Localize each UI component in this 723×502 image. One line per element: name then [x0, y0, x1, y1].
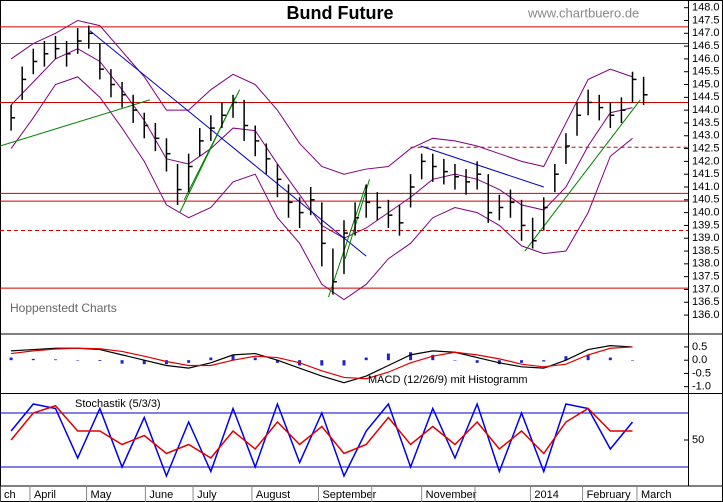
- y-tick-label: 145.5: [692, 66, 720, 78]
- macd-panel: [9, 345, 635, 384]
- trend-line: [420, 145, 544, 188]
- histogram-bar: [31, 358, 35, 361]
- x-tick-label: July: [197, 489, 217, 501]
- x-tick-label: 2014: [534, 489, 558, 501]
- trend-line: [183, 89, 241, 201]
- x-tick-label: November: [426, 489, 477, 501]
- y-tick-label: 138.5: [692, 245, 720, 257]
- trend-line: [524, 99, 641, 252]
- chart-title: Bund Future: [287, 3, 394, 23]
- y-tick-label: 137.0: [692, 283, 720, 295]
- x-tick-label: September: [322, 489, 376, 501]
- histogram-bar: [364, 357, 368, 361]
- histogram-bar: [253, 357, 257, 361]
- trend-line: [0, 99, 150, 147]
- y-tick-label: 144.0: [692, 104, 720, 116]
- histogram-bar: [342, 360, 346, 366]
- x-tick-label: August: [256, 489, 290, 501]
- macd-title: MACD (12/26/9) mit Histogramm: [368, 374, 528, 386]
- histogram-bar: [9, 357, 13, 361]
- band-lower: [10, 76, 633, 301]
- x-tick-label: April: [34, 489, 56, 501]
- histogram-bar: [187, 360, 191, 363]
- y-tick-label: -0.5: [692, 367, 711, 379]
- y-tick-label: 140.0: [692, 207, 720, 219]
- histogram-bar: [409, 352, 413, 361]
- watermark: Hoppenstedt Charts: [10, 301, 117, 315]
- y-tick-label: 148.0: [692, 2, 720, 14]
- histogram-bar: [53, 359, 57, 361]
- stochastic-line: [10, 404, 633, 459]
- histogram-bar: [275, 360, 279, 363]
- y-tick-label: 136.5: [692, 296, 720, 308]
- y-tick-label: 136.0: [692, 309, 720, 321]
- y-tick-label: 141.5: [692, 168, 720, 180]
- histogram-bar: [586, 354, 590, 361]
- histogram-bar: [386, 353, 390, 361]
- y-tick-label: 141.0: [692, 181, 720, 193]
- y-tick-label: 146.0: [692, 53, 720, 65]
- y-tick-label: 143.0: [692, 130, 720, 142]
- histogram-bar: [542, 360, 546, 362]
- x-tick-label: June: [149, 489, 173, 501]
- histogram-bar: [497, 360, 501, 365]
- y-tick-label: 50: [692, 434, 704, 446]
- trend-line: [327, 184, 367, 298]
- x-tick-label: May: [91, 489, 112, 501]
- histogram-bar: [209, 357, 213, 361]
- y-tick-label: 139.0: [692, 232, 720, 244]
- histogram-bar: [520, 360, 524, 363]
- x-tick-label: ch: [4, 489, 16, 501]
- y-tick-label: 140.5: [692, 194, 720, 206]
- macd-line: [11, 346, 633, 380]
- x-tick-label: March: [641, 489, 672, 501]
- histogram-bar: [76, 360, 80, 361]
- band-upper: [10, 19, 633, 175]
- y-tick-label: 142.0: [692, 155, 720, 167]
- y-tick-label: 142.5: [692, 142, 720, 154]
- histogram-bar: [320, 360, 324, 366]
- histogram-bar: [453, 360, 457, 361]
- y-tick-label: 138.0: [692, 258, 720, 270]
- histogram-bar: [431, 354, 435, 361]
- y-tick-label: 139.5: [692, 219, 720, 231]
- y-tick-label: -1.0: [692, 381, 711, 393]
- histogram-bar: [608, 357, 612, 361]
- histogram-bar: [98, 360, 102, 361]
- price-panel: [0, 19, 688, 301]
- histogram-bar: [120, 360, 124, 364]
- macd-line: [11, 345, 633, 384]
- y-tick-label: 137.5: [692, 271, 720, 283]
- histogram-bar: [164, 360, 168, 365]
- source: www.chartbuero.de: [527, 5, 639, 20]
- y-tick-label: 145.0: [692, 78, 720, 90]
- y-tick-label: 146.5: [692, 40, 720, 52]
- histogram-bar: [475, 360, 479, 363]
- y-tick-label: 143.5: [692, 117, 720, 129]
- histogram-bar: [142, 360, 146, 365]
- y-tick-label: 0.0: [692, 354, 707, 366]
- histogram-bar: [564, 356, 568, 361]
- stochastic-title: Stochastik (5/3/3): [75, 398, 161, 410]
- y-tick-label: 147.5: [692, 14, 720, 26]
- y-tick-label: 0.5: [692, 341, 707, 353]
- x-tick-label: February: [587, 489, 632, 501]
- y-tick-label: 144.5: [692, 91, 720, 103]
- histogram-bar: [231, 354, 235, 361]
- trend-line: [89, 30, 367, 257]
- stochastic-panel: [0, 401, 688, 479]
- stochastic-line: [10, 401, 634, 479]
- histogram-bar: [631, 360, 635, 361]
- y-tick-label: 147.0: [692, 27, 720, 39]
